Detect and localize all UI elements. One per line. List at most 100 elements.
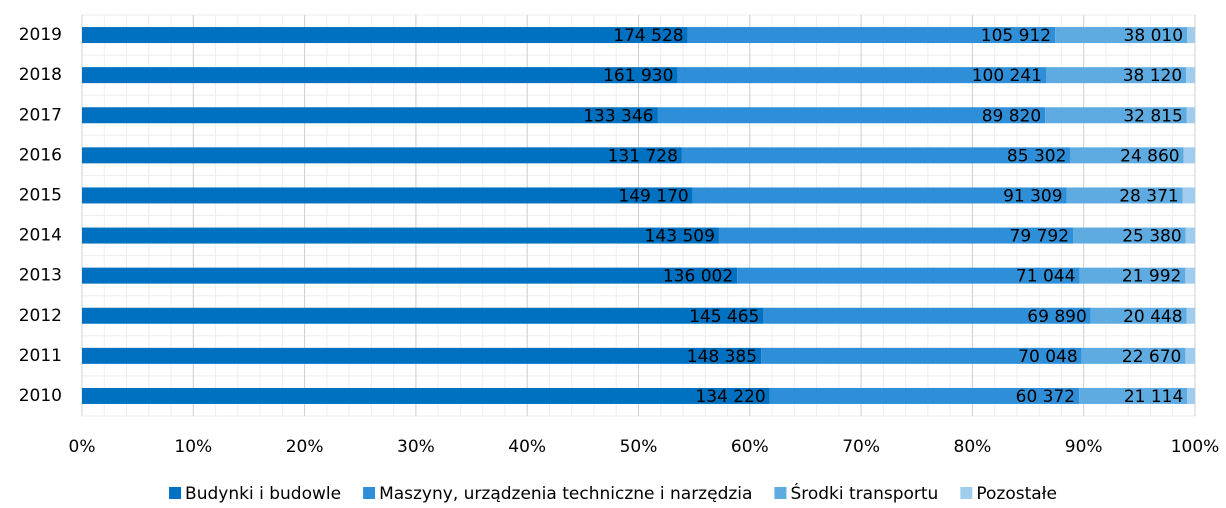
bar-segment [1081, 347, 1186, 364]
x-tick-label: 70% [842, 437, 880, 457]
bar-segment [1079, 387, 1188, 404]
data-label: 134 220 [695, 387, 765, 407]
bar-segment [692, 187, 1067, 204]
x-tick-label: 90% [1065, 437, 1103, 457]
bar-segment [82, 307, 764, 324]
data-label: 161 930 [603, 66, 673, 86]
data-label: 79 792 [1010, 227, 1069, 247]
bar-segment [82, 107, 658, 124]
x-tick-label: 50% [620, 437, 658, 457]
bar-segment [1182, 187, 1195, 204]
bar-segment [737, 267, 1080, 284]
data-label: 143 509 [645, 227, 715, 247]
y-tick-label: 2019 [19, 25, 62, 45]
bar-segment [1186, 67, 1195, 84]
bar-segment [1079, 267, 1186, 284]
x-tick-label: 40% [508, 437, 546, 457]
x-tick-label: 30% [397, 437, 435, 457]
y-tick-label: 2015 [19, 185, 62, 205]
bar-segment [1185, 267, 1195, 284]
bar-segment [82, 67, 678, 84]
bar-segment [1183, 147, 1195, 164]
data-label: 38 120 [1123, 66, 1182, 86]
bar-segment [82, 347, 762, 364]
legend-swatch [960, 487, 973, 499]
bar-segment [1186, 307, 1195, 324]
bar-segment [763, 307, 1091, 324]
bar-segment [769, 387, 1080, 404]
legend-label: Pozostałe [976, 484, 1057, 504]
x-tick-label: 80% [954, 437, 992, 457]
bar-segment [1090, 307, 1187, 324]
legend-swatch [169, 487, 182, 499]
legend-label: Środki transportu [790, 482, 938, 504]
bar-segment [1046, 67, 1187, 84]
data-label: 22 670 [1122, 347, 1181, 367]
y-tick-label: 2013 [19, 266, 62, 286]
bar-segment [681, 147, 1071, 164]
data-label: 149 170 [618, 186, 688, 206]
data-label: 21 992 [1122, 267, 1181, 287]
bar-segment [1185, 347, 1195, 364]
data-label: 25 380 [1122, 227, 1181, 247]
data-label: 20 448 [1123, 307, 1182, 327]
legend-swatch [363, 487, 376, 499]
bar-segment [687, 27, 1056, 44]
x-tick-label: 100% [1171, 437, 1220, 457]
data-label: 105 912 [981, 26, 1051, 46]
bar-segment [1066, 187, 1183, 204]
data-label: 32 815 [1123, 106, 1182, 126]
bar-segment [1045, 107, 1187, 124]
data-label: 24 860 [1120, 146, 1179, 166]
bar-segment [1055, 27, 1188, 44]
bar-segment [1187, 387, 1195, 404]
y-tick-label: 2018 [19, 65, 62, 85]
bar-segment [82, 267, 738, 284]
y-tick-label: 2016 [19, 145, 62, 165]
bar-segment [82, 227, 719, 244]
data-label: 60 372 [1016, 387, 1075, 407]
legend-label: Budynki i budowle [185, 484, 341, 504]
x-tick-label: 0% [69, 437, 96, 457]
bar-segment [657, 107, 1046, 124]
bar-segment [82, 147, 682, 164]
data-label: 174 528 [613, 26, 683, 46]
data-label: 28 371 [1119, 186, 1178, 206]
bar-segment [718, 227, 1074, 244]
x-tick-label: 10% [174, 437, 212, 457]
data-label: 145 465 [689, 307, 759, 327]
legend-swatch [774, 487, 787, 499]
data-label: 69 890 [1027, 307, 1086, 327]
x-tick-label: 20% [286, 437, 324, 457]
data-label: 131 728 [608, 146, 678, 166]
data-label: 85 302 [1007, 146, 1066, 166]
data-label: 133 346 [583, 106, 653, 126]
data-label: 21 114 [1124, 387, 1183, 407]
y-tick-label: 2011 [19, 346, 62, 366]
data-label: 91 309 [1003, 186, 1062, 206]
data-label: 148 385 [687, 347, 757, 367]
bar-segment [82, 187, 693, 204]
y-tick-label: 2010 [19, 386, 62, 406]
y-tick-label: 2012 [19, 306, 62, 326]
bar-segment [1185, 227, 1195, 244]
data-label: 71 044 [1016, 267, 1075, 287]
data-label: 136 002 [663, 267, 733, 287]
bar-segment [1187, 27, 1195, 44]
y-tick-label: 2014 [19, 226, 62, 246]
legend-label: Maszyny, urządzenia techniczne i narzędz… [379, 484, 752, 504]
y-tick-label: 2017 [19, 105, 62, 125]
data-label: 100 241 [972, 66, 1042, 86]
bar-segment [1073, 227, 1186, 244]
data-label: 38 010 [1124, 26, 1183, 46]
bar-segment [761, 347, 1082, 364]
data-label: 70 048 [1018, 347, 1077, 367]
bar-segment [1186, 107, 1195, 124]
bar-segment [677, 67, 1047, 84]
data-label: 89 820 [982, 106, 1041, 126]
bar-segment [82, 387, 770, 404]
bar-segment [82, 27, 688, 44]
x-tick-label: 60% [731, 437, 769, 457]
bar-segment [1070, 147, 1184, 164]
